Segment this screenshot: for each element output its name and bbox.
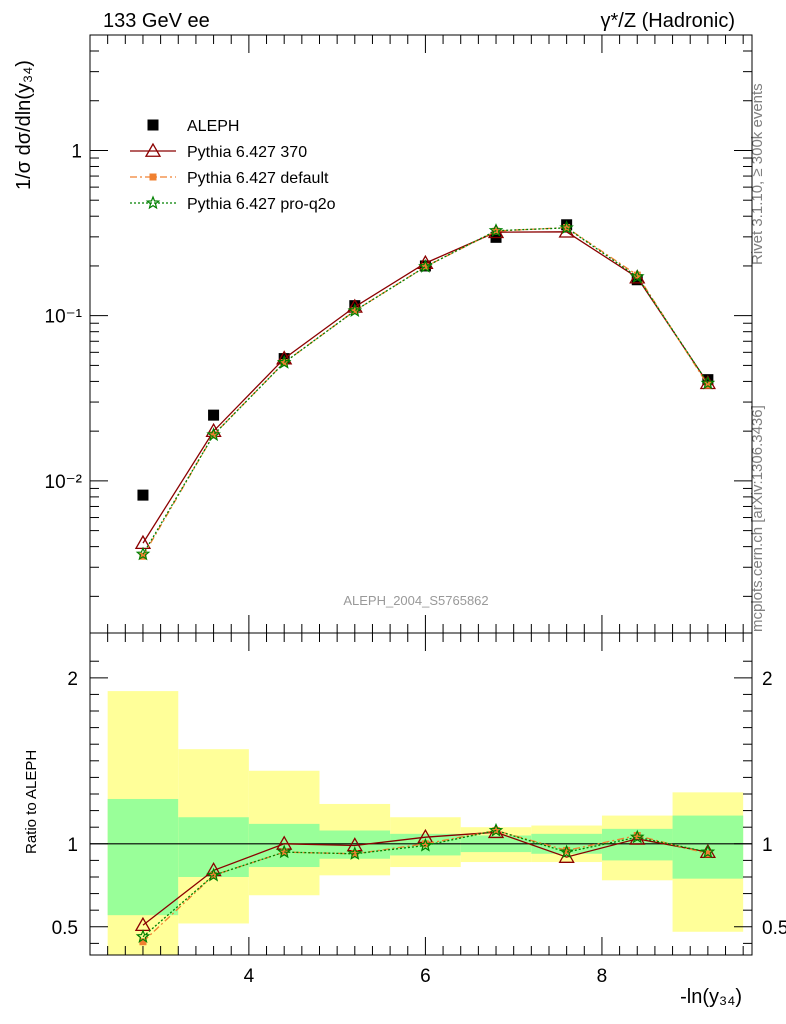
ratio-point-proq2o bbox=[206, 867, 221, 882]
data-point-default bbox=[704, 381, 712, 389]
x-tick-label: 8 bbox=[597, 966, 608, 987]
source-label: mcplots.cern.ch [arXiv:1306.3436] bbox=[749, 405, 766, 632]
ratio-point-proq2o bbox=[629, 829, 645, 844]
data-point-default bbox=[280, 359, 288, 367]
data-point-proq2o bbox=[488, 223, 504, 237]
ratio-point-proq2o bbox=[488, 822, 504, 837]
series-line-default bbox=[142, 226, 709, 557]
ratio-y-tick-label-right: 0.5 bbox=[762, 918, 786, 939]
x-tick-label: 6 bbox=[420, 966, 431, 987]
ratio-y-axis-label: Ratio to ALEPH bbox=[23, 750, 40, 854]
ratio-y-tick-label: 1 bbox=[67, 835, 78, 856]
analysis-label: ALEPH_2004_S5765862 bbox=[343, 593, 488, 608]
y-tick-label: 10⁻¹ bbox=[45, 307, 83, 328]
header-left-label: 133 GeV ee bbox=[103, 10, 210, 32]
legend-marker-p370 bbox=[144, 142, 162, 157]
main-y-axis-label: 1/σ dσ/dln(y₃₄) bbox=[13, 60, 35, 190]
ratio-point-default bbox=[280, 848, 288, 856]
data-point-default bbox=[633, 271, 641, 279]
ratio-point-default bbox=[633, 831, 641, 839]
ratio-point-default bbox=[351, 850, 359, 858]
ratio-plot-area: 0.5 0.5 1 1 2 2 4 6 8 bbox=[52, 633, 786, 987]
ratio-plot-frame bbox=[89, 632, 753, 956]
legend-marker-proq2o bbox=[145, 195, 161, 210]
y-tick-label: 1 bbox=[71, 141, 82, 162]
data-point-aleph bbox=[702, 374, 714, 386]
data-point-aleph bbox=[137, 489, 149, 501]
rivet-version-label: Rivet 3.1.10, ≥ 300k events bbox=[749, 83, 766, 265]
ratio-y-tick-label: 0.5 bbox=[52, 918, 78, 939]
ratio-line-p370 bbox=[142, 831, 709, 926]
ratio-point-proq2o bbox=[418, 837, 433, 852]
y-tick-label: 10⁻² bbox=[45, 472, 83, 493]
ratio-point-default bbox=[139, 938, 147, 946]
data-point-proq2o bbox=[629, 269, 645, 283]
legend-label-default: Pythia 6.427 default bbox=[187, 170, 329, 187]
legend-marker-aleph bbox=[147, 119, 159, 131]
ratio-point-proq2o bbox=[135, 929, 151, 943]
data-point-proq2o bbox=[559, 220, 574, 235]
uncertainty-band-inner bbox=[107, 798, 179, 916]
data-point-proq2o bbox=[347, 303, 363, 318]
ratio-line-default bbox=[142, 829, 709, 943]
ratio-point-proq2o bbox=[700, 844, 716, 859]
ratio-point-proq2o bbox=[347, 846, 363, 860]
data-point-proq2o bbox=[206, 427, 221, 442]
ratio-line-proq2o bbox=[142, 829, 709, 938]
ratio-y-tick-label-right: 1 bbox=[762, 835, 773, 856]
data-point-proq2o bbox=[418, 259, 433, 273]
series-line-proq2o bbox=[142, 227, 709, 555]
data-point-default bbox=[421, 263, 429, 271]
ratio-y-tick-label-right: 2 bbox=[762, 669, 773, 690]
ratio-y-tick-label: 2 bbox=[67, 669, 78, 690]
data-point-proq2o bbox=[700, 375, 716, 390]
series-line-p370 bbox=[142, 231, 709, 544]
data-point-proq2o bbox=[276, 354, 292, 369]
data-point-proq2o bbox=[135, 546, 151, 561]
ratio-point-default bbox=[421, 840, 429, 848]
legend-label-proq2o: Pythia 6.427 pro-q2o bbox=[187, 196, 336, 213]
ratio-point-default bbox=[563, 846, 571, 854]
ratio-point-default bbox=[704, 850, 712, 858]
main-plot-area: 10⁻² 10⁻¹ 1 bbox=[45, 34, 752, 633]
legend: ALEPH Pythia 6.427 370 Pythia 6.427 defaul… bbox=[130, 118, 336, 213]
data-point-default bbox=[351, 307, 359, 315]
legend-marker-default bbox=[149, 173, 157, 181]
data-point-default bbox=[210, 431, 218, 439]
data-point-aleph bbox=[208, 409, 220, 421]
header-right-label: γ*/Z (Hadronic) bbox=[601, 10, 735, 32]
x-axis-label: -ln(y₃₄) bbox=[680, 986, 742, 1008]
legend-label-aleph: ALEPH bbox=[187, 118, 239, 135]
x-tick-label: 4 bbox=[244, 966, 255, 987]
ratio-point-proq2o bbox=[559, 844, 574, 859]
ratio-point-proq2o bbox=[276, 844, 292, 859]
legend-label-p370: Pythia 6.427 370 bbox=[187, 144, 307, 161]
